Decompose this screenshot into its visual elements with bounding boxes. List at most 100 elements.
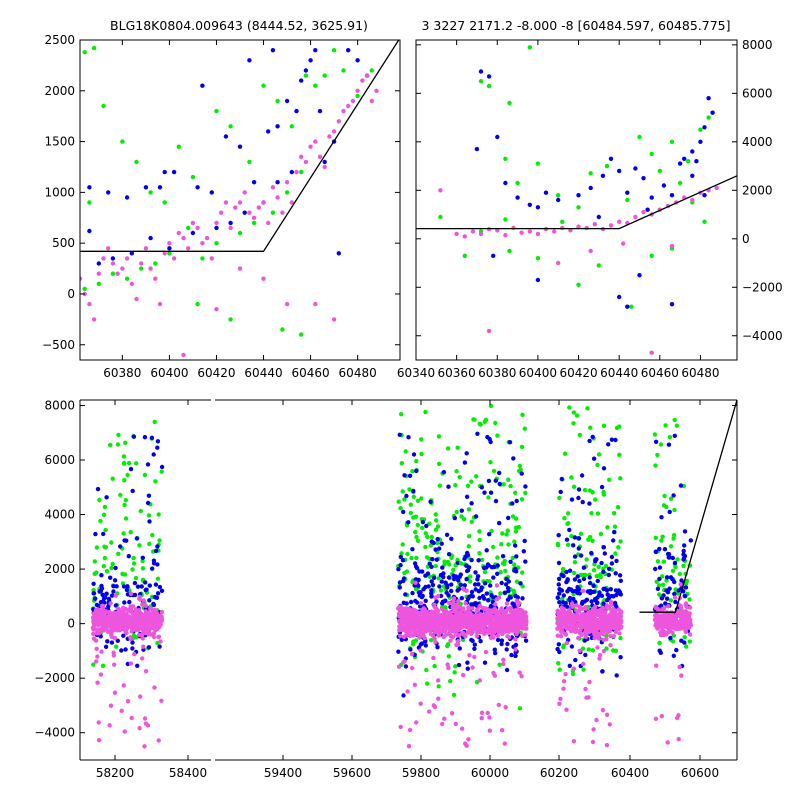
data-point	[266, 220, 271, 226]
data-point	[662, 547, 668, 552]
data-point	[284, 180, 290, 185]
data-point	[581, 661, 586, 667]
data-point	[139, 261, 144, 266]
data-point	[125, 699, 131, 704]
data-point	[479, 485, 484, 490]
data-point	[598, 531, 604, 537]
data-point	[685, 620, 690, 625]
data-point	[427, 709, 432, 714]
data-point	[625, 304, 630, 309]
top-right-plot-area	[416, 45, 737, 355]
data-point	[147, 598, 152, 603]
data-point	[613, 437, 618, 443]
data-point	[399, 461, 404, 466]
data-point	[448, 678, 453, 684]
data-point	[495, 555, 500, 560]
data-point	[484, 591, 489, 596]
data-point	[488, 635, 494, 640]
data-point	[523, 484, 528, 489]
data-point	[135, 663, 140, 668]
data-point	[674, 647, 679, 653]
data-point	[596, 636, 601, 641]
data-point	[87, 185, 92, 190]
data-point	[110, 561, 115, 567]
data-point	[495, 433, 500, 438]
data-point	[411, 642, 416, 647]
data-point	[556, 533, 561, 538]
data-point	[469, 622, 474, 627]
data-point	[520, 618, 525, 623]
data-point	[557, 616, 562, 621]
data-point	[410, 613, 415, 618]
data-point	[155, 617, 160, 622]
data-point	[125, 472, 130, 478]
data-point	[683, 629, 688, 635]
data-point	[90, 615, 96, 620]
data-point	[574, 628, 579, 634]
data-point	[91, 631, 96, 637]
data-point	[400, 558, 406, 563]
data-point	[242, 190, 247, 195]
y-tick-label: 1500	[44, 135, 75, 149]
data-point	[416, 577, 421, 583]
x-tick-label: 60480	[681, 366, 719, 380]
data-point	[453, 664, 458, 669]
x-tick-label: 60360	[438, 366, 476, 380]
data-point	[427, 561, 432, 566]
data-point	[454, 626, 459, 632]
data-point	[410, 665, 415, 671]
data-point	[477, 625, 482, 630]
data-point	[143, 246, 149, 251]
data-point	[609, 608, 614, 613]
data-point	[228, 317, 233, 322]
data-point	[587, 679, 592, 685]
data-point	[158, 639, 163, 644]
data-point	[445, 662, 450, 667]
data-point	[581, 576, 587, 582]
data-point	[122, 729, 128, 734]
data-point	[556, 642, 561, 647]
data-point	[479, 557, 485, 562]
data-point	[590, 739, 596, 745]
data-point	[423, 643, 428, 648]
data-point	[495, 563, 500, 568]
data-point	[671, 493, 676, 498]
data-point	[441, 614, 446, 620]
data-point	[682, 593, 687, 599]
data-point	[604, 712, 610, 717]
data-point	[687, 605, 693, 610]
data-point	[503, 705, 508, 710]
data-point	[401, 509, 406, 515]
y-tick-label: 8000	[742, 38, 773, 52]
data-point	[504, 601, 510, 606]
data-point	[556, 661, 561, 666]
data-point	[497, 520, 502, 526]
data-point	[398, 633, 403, 639]
data-point	[493, 614, 499, 619]
data-point	[124, 587, 130, 593]
data-point	[581, 667, 586, 672]
data-point	[601, 632, 607, 637]
data-point	[491, 595, 496, 600]
data-point	[125, 621, 130, 627]
data-point	[139, 266, 144, 271]
data-point	[120, 139, 125, 144]
data-point	[575, 623, 580, 629]
data-point	[556, 582, 561, 587]
data-point	[92, 571, 97, 576]
data-point	[469, 557, 474, 563]
data-point	[598, 572, 603, 577]
data-point	[124, 195, 130, 200]
data-point	[594, 630, 599, 635]
data-point	[596, 452, 602, 457]
data-point	[228, 124, 233, 129]
data-point	[513, 490, 518, 495]
data-point	[584, 695, 589, 700]
data-point	[122, 600, 127, 605]
data-point	[557, 600, 562, 605]
data-point	[601, 545, 606, 550]
data-point	[618, 635, 623, 641]
data-point	[517, 463, 523, 469]
data-point	[669, 243, 675, 249]
data-point	[564, 537, 570, 542]
